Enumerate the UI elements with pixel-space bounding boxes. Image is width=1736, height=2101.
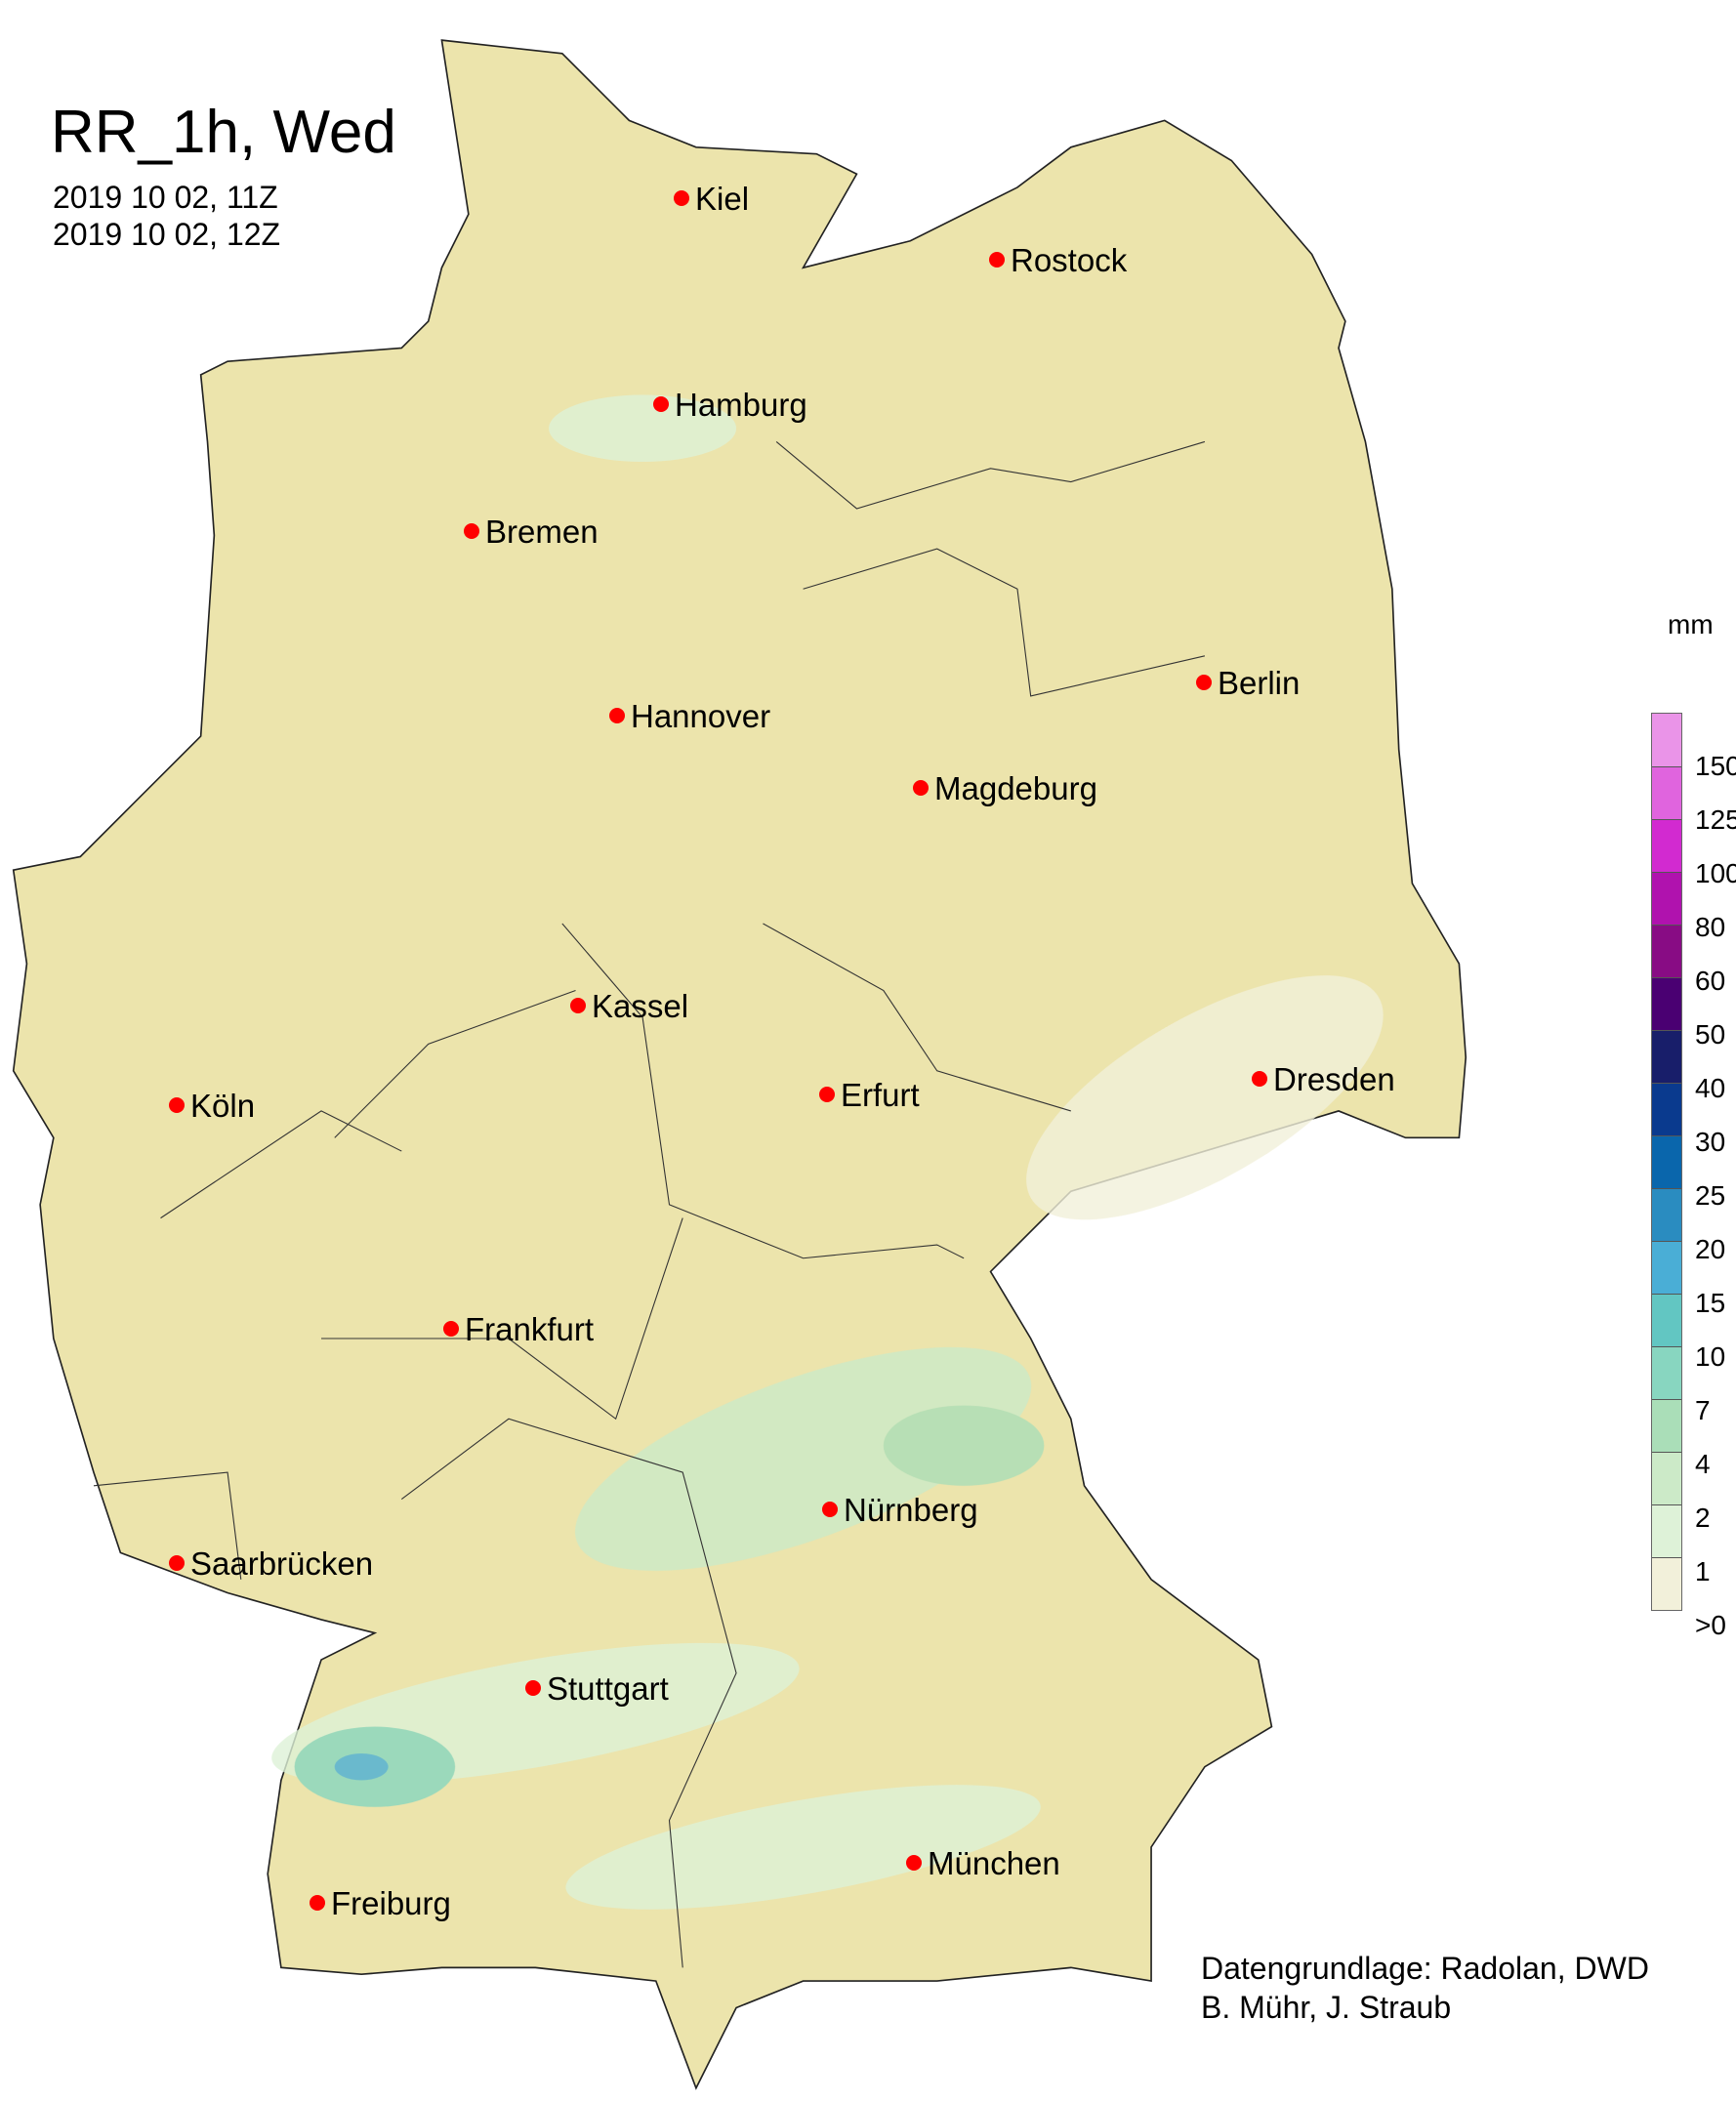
city-label: Kassel <box>592 988 688 1024</box>
city-kassel: Kassel <box>570 988 688 1024</box>
legend-swatch <box>1652 819 1681 872</box>
city-bremen: Bremen <box>464 514 599 550</box>
legend-swatch <box>1652 1083 1681 1135</box>
legend-swatch <box>1652 1399 1681 1452</box>
city-label: Dresden <box>1273 1061 1395 1097</box>
city-hamburg: Hamburg <box>653 387 807 423</box>
city-nürnberg: Nürnberg <box>822 1492 978 1528</box>
city-erfurt: Erfurt <box>819 1077 920 1113</box>
germany-outline <box>12 39 1467 2090</box>
city-marker <box>169 1555 185 1571</box>
city-label: Freiburg <box>331 1885 451 1921</box>
city-label: Hamburg <box>675 387 807 423</box>
city-label: München <box>928 1845 1060 1881</box>
legend-label: 150 <box>1695 751 1736 781</box>
city-marker <box>989 252 1005 268</box>
legend-label: 125 <box>1695 804 1736 835</box>
city-label: Nürnberg <box>844 1492 978 1528</box>
credit-authors: B. Mühr, J. Straub <box>1201 1990 1452 2025</box>
city-label: Köln <box>190 1088 255 1124</box>
city-label: Bremen <box>485 514 599 550</box>
city-label: Berlin <box>1218 665 1300 701</box>
city-berlin: Berlin <box>1196 665 1300 701</box>
city-label: Kiel <box>695 181 749 217</box>
city-label: Saarbrücken <box>190 1545 373 1582</box>
city-marker <box>443 1321 459 1337</box>
legend-swatch <box>1652 1346 1681 1399</box>
legend-swatch <box>1652 766 1681 819</box>
city-köln: Köln <box>169 1088 255 1124</box>
legend-label: 80 <box>1695 912 1726 942</box>
legend-swatch <box>1652 1294 1681 1346</box>
legend-label: 1 <box>1695 1556 1711 1586</box>
precip-areas <box>271 394 1384 1910</box>
map-title: RR_1h, Wed <box>51 99 396 166</box>
city-hannover: Hannover <box>609 698 770 734</box>
legend-label: 50 <box>1695 1019 1726 1050</box>
credit-source: Datengrundlage: Radolan, DWD <box>1201 1951 1649 1986</box>
city-marker <box>570 998 586 1013</box>
city-marker <box>913 780 929 796</box>
city-label: Rostock <box>1011 242 1128 278</box>
legend-label: 20 <box>1695 1234 1726 1264</box>
legend-label: 15 <box>1695 1288 1726 1318</box>
city-marker <box>822 1502 838 1517</box>
time-end: 2019 10 02, 12Z <box>53 217 281 252</box>
legend-swatch <box>1652 977 1681 1030</box>
legend-swatch <box>1652 1241 1681 1294</box>
legend-label: 60 <box>1695 966 1726 996</box>
city-marker <box>169 1097 185 1113</box>
city-marker <box>653 396 669 412</box>
color-legend <box>1651 713 1682 1611</box>
legend-label: >0 <box>1695 1610 1726 1640</box>
city-label: Erfurt <box>841 1077 920 1113</box>
city-magdeburg: Magdeburg <box>913 770 1097 806</box>
legend-swatch <box>1652 1135 1681 1188</box>
city-label: Frankfurt <box>465 1311 594 1347</box>
legend-swatch <box>1652 1030 1681 1083</box>
city-label: Hannover <box>631 698 770 734</box>
legend-label: 7 <box>1695 1395 1711 1425</box>
city-label: Stuttgart <box>547 1670 669 1707</box>
legend-label: 30 <box>1695 1127 1726 1157</box>
legend-label: 4 <box>1695 1449 1711 1479</box>
legend-label: 100 <box>1695 858 1736 888</box>
city-frankfurt: Frankfurt <box>443 1311 594 1347</box>
city-freiburg: Freiburg <box>310 1885 451 1921</box>
city-marker <box>819 1087 835 1102</box>
city-saarbrücken: Saarbrücken <box>169 1545 373 1582</box>
legend-unit: mm <box>1668 609 1714 639</box>
city-marker <box>1196 675 1212 690</box>
legend-label: 40 <box>1695 1073 1726 1103</box>
legend-label: 25 <box>1695 1180 1726 1211</box>
city-label: Magdeburg <box>934 770 1097 806</box>
city-marker <box>609 708 625 723</box>
city-münchen: München <box>906 1845 1060 1881</box>
legend-swatch <box>1652 872 1681 925</box>
city-marker <box>310 1895 325 1911</box>
legend-swatch <box>1652 1188 1681 1241</box>
city-marker <box>464 523 479 539</box>
legend-label: 2 <box>1695 1503 1711 1533</box>
legend-swatch <box>1652 714 1681 766</box>
legend-swatch <box>1652 1557 1681 1610</box>
city-marker <box>1252 1071 1267 1087</box>
time-start: 2019 10 02, 11Z <box>53 180 278 215</box>
city-marker <box>674 190 689 206</box>
legend-label: 10 <box>1695 1341 1726 1372</box>
legend-swatch <box>1652 1452 1681 1504</box>
city-kiel: Kiel <box>674 181 749 217</box>
city-stuttgart: Stuttgart <box>525 1670 669 1707</box>
legend-swatch <box>1652 1504 1681 1557</box>
city-marker <box>906 1855 922 1871</box>
state-borders <box>93 440 1206 1968</box>
city-rostock: Rostock <box>989 242 1128 278</box>
city-marker <box>525 1680 541 1696</box>
city-dresden: Dresden <box>1252 1061 1395 1097</box>
legend-swatch <box>1652 925 1681 977</box>
